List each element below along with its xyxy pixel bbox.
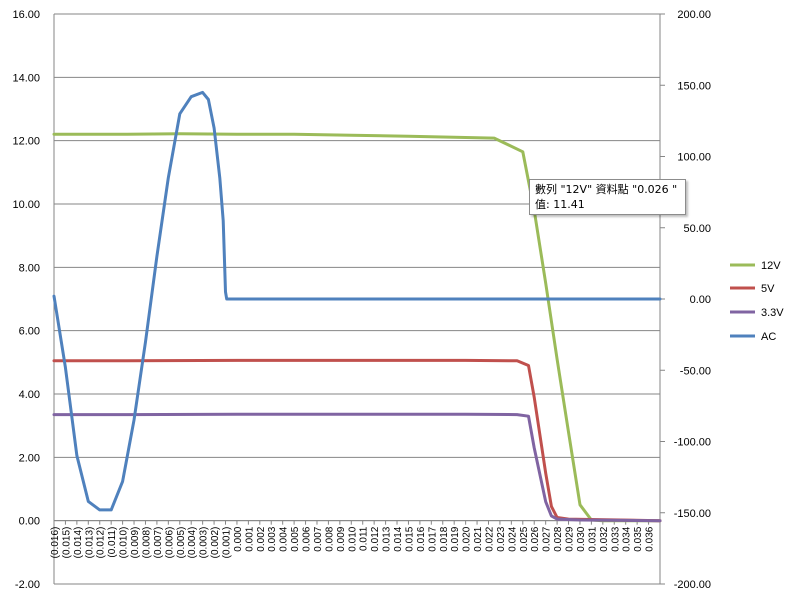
x-tick-label: (0.004)	[187, 527, 198, 559]
x-tick-label: (0.009)	[130, 527, 141, 559]
x-tick-label: 0.013	[382, 526, 393, 551]
x-tick-label: (0.010)	[119, 527, 130, 559]
x-tick-label: 0.014	[393, 526, 404, 551]
x-tick-label: 0.020	[462, 526, 473, 551]
x-tick-label: 0.021	[473, 526, 484, 551]
legend-label: 12V	[761, 260, 781, 272]
x-tick-label: 0.016	[416, 526, 427, 551]
y2-tick-label: -200.00	[674, 579, 711, 591]
x-tick-label: (0.016)	[50, 527, 61, 559]
x-tick-label: 0.032	[599, 526, 610, 551]
x-tick-label: (0.002)	[210, 527, 221, 559]
x-tick-label: (0.012)	[96, 527, 107, 559]
x-tick-label: 0.012	[370, 526, 381, 551]
x-tick-label: 0.028	[553, 526, 564, 551]
series-line-ac[interactable]	[52, 90, 662, 512]
legend: 12V 5V 3.3V AC	[730, 260, 784, 343]
x-tick-label: (0.013)	[84, 527, 95, 559]
x-tick-label: 0.017	[427, 526, 438, 551]
x-tick-label: (0.003)	[199, 527, 210, 559]
x-tick-label: (0.008)	[141, 527, 152, 559]
x-tick-label: 0.005	[290, 526, 301, 551]
y-tick-label: 12.00	[12, 136, 40, 148]
x-tick-label: (0.014)	[73, 527, 84, 559]
y2-tick-label: 0.00	[690, 294, 711, 306]
y2-tick-label: -50.00	[680, 365, 711, 377]
y-tick-label: -2.00	[15, 579, 40, 591]
x-tick-label: 0.029	[565, 526, 576, 551]
x-tick-label: 0.003	[267, 526, 278, 551]
x-tick-label: 0.024	[507, 526, 518, 551]
tooltip-series-line: 數列 "12V" 資料點 "0.026 "	[535, 183, 678, 196]
legend-label: AC	[761, 331, 776, 343]
y2-tick-label: 50.00	[683, 223, 711, 235]
y2-tick-label: -150.00	[674, 508, 711, 520]
x-tick-label: 0.011	[359, 526, 370, 551]
x-tick-label: 0.030	[576, 526, 587, 551]
data-point-tooltip: 數列 "12V" 資料點 "0.026 " 值: 11.41	[529, 179, 686, 215]
x-tick-label: 0.025	[519, 526, 530, 551]
y-tick-label: 2.00	[19, 452, 40, 464]
x-tick-label: 0.008	[324, 526, 335, 551]
x-tick-label: (0.015)	[61, 527, 72, 559]
x-tick-label: 0.009	[336, 526, 347, 551]
legend-label: 3.3V	[761, 307, 784, 319]
y-tick-label: 6.00	[19, 326, 40, 338]
x-tick-label: 0.019	[450, 526, 461, 551]
x-tick-label: 0.023	[496, 526, 507, 551]
y-tick-label: 8.00	[19, 262, 40, 274]
x-tick-label: (0.001)	[222, 527, 233, 559]
y-tick-label: 10.00	[12, 199, 40, 211]
x-tick-label: 0.004	[279, 526, 290, 551]
y2-tick-label: -100.00	[674, 437, 711, 449]
x-tick-label: 0.000	[233, 526, 244, 551]
y2-tick-label: 100.00	[677, 152, 711, 164]
x-tick-label: 0.015	[404, 526, 415, 551]
y2-tick-label: 150.00	[677, 80, 711, 92]
x-tick-label: 0.027	[542, 526, 553, 551]
x-tick-label: (0.006)	[164, 527, 175, 559]
x-tick-label: 0.001	[244, 526, 255, 551]
y2-tick-label: 200.00	[677, 9, 711, 21]
series-line-12v[interactable]	[52, 132, 662, 523]
x-tick-label: 0.036	[645, 526, 656, 551]
x-axis-ticks: (0.016) (0.015) (0.014) (0.013) (0.012) (0.01…	[50, 520, 660, 559]
x-tick-label: 0.018	[439, 526, 450, 551]
x-tick-label: 0.026	[530, 526, 541, 551]
x-tick-label: 0.035	[633, 526, 644, 551]
y-tick-label: 4.00	[19, 389, 40, 401]
x-tick-label: (0.005)	[176, 527, 187, 559]
x-tick-label: 0.034	[622, 526, 633, 551]
tooltip-value-line: 值: 11.41	[535, 198, 585, 211]
x-tick-label: 0.031	[587, 526, 598, 551]
y-tick-label: 14.00	[12, 72, 40, 84]
x-tick-label: 0.002	[256, 526, 267, 551]
x-tick-label: (0.007)	[153, 527, 164, 559]
x-tick-label: 0.006	[302, 526, 313, 551]
y-tick-label: 16.00	[12, 9, 40, 21]
x-tick-label: 0.010	[347, 526, 358, 551]
right-y-axis-ticks: -200.00 -150.00 -100.00 -50.00 0.00 50.00 100.…	[660, 9, 711, 591]
x-tick-label: 0.033	[610, 526, 621, 551]
y-tick-label: 0.00	[19, 516, 40, 528]
x-tick-label: 0.022	[484, 526, 495, 551]
legend-label: 5V	[761, 283, 775, 295]
x-tick-label: (0.011)	[107, 527, 118, 558]
left-y-axis-ticks: -2.00 0.00 2.00 4.00 6.00 8.00 10.00 12.00 14.00…	[12, 9, 40, 591]
series-line-3-3v[interactable]	[52, 412, 662, 523]
series-lines	[52, 90, 662, 523]
x-tick-label: 0.007	[313, 526, 324, 551]
